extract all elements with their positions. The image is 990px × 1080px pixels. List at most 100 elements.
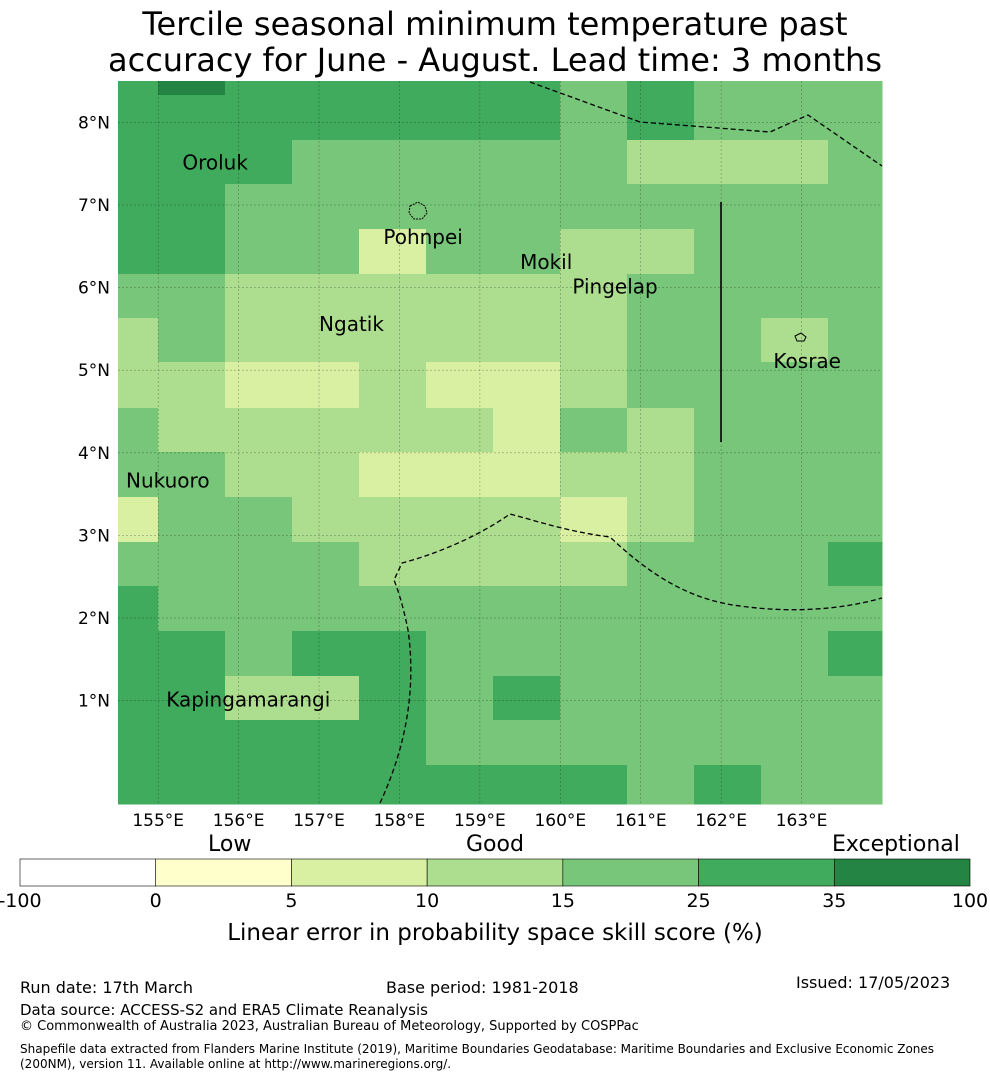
skill-cell xyxy=(694,720,762,766)
skill-cell xyxy=(627,452,695,498)
colorbar-segment xyxy=(426,858,564,887)
skill-cell xyxy=(828,542,883,587)
skill-cell xyxy=(225,676,293,721)
skill-cell xyxy=(560,274,628,319)
colorbar-tick-label: 100 xyxy=(951,890,989,912)
skill-cell xyxy=(118,274,159,319)
skill-cell xyxy=(627,586,695,632)
skill-cell xyxy=(493,140,561,185)
skill-cell xyxy=(292,542,360,587)
skill-cell xyxy=(426,184,494,275)
skill-cell xyxy=(560,586,628,632)
skill-cell xyxy=(493,676,560,720)
skill-cell xyxy=(493,631,561,677)
skill-cell xyxy=(694,408,762,453)
latitude-ticks: 1°N 2°N 3°N 4°N 5°N 6°N 7°N 8°N xyxy=(78,113,110,711)
lat-tick-label: 7°N xyxy=(78,196,110,216)
skill-cell xyxy=(761,676,829,721)
lon-tick-label: 157°E xyxy=(293,811,345,831)
skill-cell xyxy=(118,631,159,677)
skill-cell xyxy=(627,95,695,141)
map-gridlines xyxy=(118,81,882,804)
skill-cell xyxy=(118,497,159,543)
skill-cell xyxy=(426,274,494,319)
skill-cell xyxy=(158,318,226,363)
skill-cell xyxy=(560,408,628,453)
skill-cell xyxy=(158,274,226,319)
skill-cell xyxy=(560,452,628,498)
place-label-ngatik: Ngatik xyxy=(319,312,384,336)
island-outline-kosrae xyxy=(794,332,807,342)
skill-cell xyxy=(225,274,293,319)
run-date: Run date: 17th March xyxy=(20,978,193,997)
skill-cell xyxy=(761,95,829,141)
skill-cell xyxy=(493,95,561,141)
skill-cell xyxy=(118,140,159,185)
skill-cell xyxy=(828,497,883,543)
skill-cell xyxy=(158,140,226,185)
shapefile-credit-line-1: Shapefile data extracted from Flanders M… xyxy=(20,1042,935,1056)
skill-cell xyxy=(828,184,883,275)
skill-cell xyxy=(359,497,427,543)
skill-cell xyxy=(493,497,561,543)
skill-cell xyxy=(761,631,829,677)
colorbar-tick-label: 0 xyxy=(149,890,162,912)
colorbar-segment xyxy=(562,858,699,887)
skill-cell xyxy=(359,362,427,409)
skill-cell xyxy=(158,631,226,677)
skill-cell xyxy=(426,408,494,453)
skill-cell xyxy=(359,318,427,363)
colorbar-segment xyxy=(291,858,428,887)
skill-cell xyxy=(292,452,360,498)
skill-cell xyxy=(560,362,628,409)
place-label-pingelap: Pingelap xyxy=(572,275,657,299)
skill-cell xyxy=(560,676,628,721)
skill-cell xyxy=(225,362,293,409)
colorbar-label: Linear error in probability space skill … xyxy=(227,920,763,946)
skill-cell xyxy=(292,676,360,721)
skill-cell xyxy=(225,497,293,543)
skill-cell xyxy=(493,765,561,805)
skill-cell xyxy=(627,362,695,409)
skill-cell xyxy=(292,81,360,96)
place-label-kapingamarangi: Kapingamarangi xyxy=(166,688,330,712)
skill-cell xyxy=(493,408,561,453)
skill-cell xyxy=(627,765,695,805)
skill-cell xyxy=(118,95,159,141)
skill-cell xyxy=(426,362,494,409)
skill-cell xyxy=(359,542,427,587)
lat-tick-label: 5°N xyxy=(78,361,110,381)
skill-cell xyxy=(158,81,225,95)
skill-cell xyxy=(158,184,226,275)
colorbar-tick-label: 15 xyxy=(550,890,575,912)
skill-cell xyxy=(627,274,695,319)
skill-cell xyxy=(359,720,427,766)
skill-cell xyxy=(225,631,293,677)
skill-cell xyxy=(359,586,427,632)
skill-cell xyxy=(359,408,427,453)
skill-cell xyxy=(761,81,829,96)
skill-cell xyxy=(158,720,226,766)
skill-cell xyxy=(493,720,561,766)
colorbar-tick-label: -100 xyxy=(0,890,42,912)
skill-cell xyxy=(828,631,882,676)
skill-cell xyxy=(493,184,561,275)
skill-cell xyxy=(359,676,427,721)
skill-cell xyxy=(359,95,427,141)
skill-cell xyxy=(493,81,561,96)
skill-cell xyxy=(225,184,293,275)
skill-cell xyxy=(225,452,293,498)
skill-cell xyxy=(761,274,829,319)
skill-cell xyxy=(292,362,360,409)
skill-cell xyxy=(118,542,159,587)
skill-cell xyxy=(292,720,360,766)
skill-cell xyxy=(828,452,883,498)
skill-cell xyxy=(118,586,159,632)
skill-cell xyxy=(828,362,883,409)
skill-cell xyxy=(158,362,226,409)
longitude-ticks: 155°E 156°E 157°E 158°E 159°E 160°E 161°E 162°E… xyxy=(132,811,827,831)
skill-cell xyxy=(828,140,883,185)
skill-cell xyxy=(828,95,883,141)
skill-cell xyxy=(761,720,829,766)
skill-cell xyxy=(493,586,561,632)
